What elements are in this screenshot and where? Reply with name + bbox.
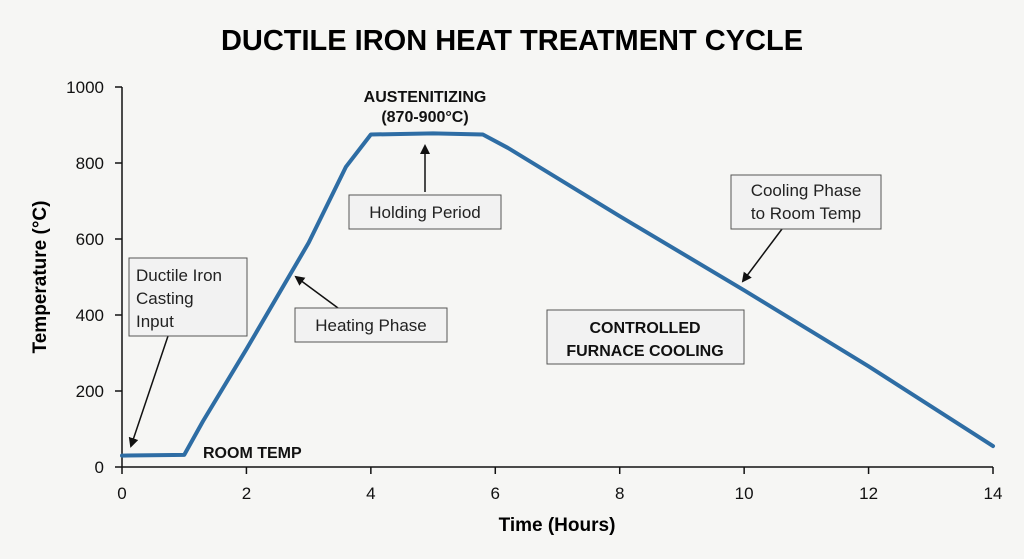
input-arrow xyxy=(128,335,169,448)
x-tick-label: 6 xyxy=(491,484,500,503)
heating-label: Heating Phase xyxy=(315,316,427,335)
x-tick-label: 14 xyxy=(984,484,1003,503)
input-label-line2: Casting xyxy=(136,289,194,308)
x-tick-label: 10 xyxy=(735,484,754,503)
tick-group: 0 2 4 6 8 10 12 14 0 200 400 600 800 1000 xyxy=(66,78,1002,503)
x-tick-label: 2 xyxy=(242,484,251,503)
y-tick-label: 1000 xyxy=(66,78,104,97)
series-line xyxy=(120,131,995,458)
x-tick-label: 8 xyxy=(615,484,624,503)
x-axis-title: Time (Hours) xyxy=(499,515,616,536)
cooling-arrow xyxy=(741,228,783,283)
heating-arrow xyxy=(294,275,339,309)
y-tick-label: 800 xyxy=(76,154,104,173)
austenitizing-range-label: (870-900°C) xyxy=(381,109,468,126)
controlled-cooling-line2: FURNACE COOLING xyxy=(566,343,723,360)
input-label-line1: Ductile Iron xyxy=(136,266,222,285)
room-temp-label: ROOM TEMP xyxy=(203,445,302,462)
holding-label: Holding Period xyxy=(369,203,481,222)
y-tick-label: 400 xyxy=(76,306,104,325)
controlled-cooling-line1: CONTROLLED xyxy=(589,320,700,337)
y-tick-label: 200 xyxy=(76,382,104,401)
x-tick-label: 0 xyxy=(117,484,126,503)
y-tick-label: 0 xyxy=(95,458,104,477)
x-tick-label: 4 xyxy=(366,484,375,503)
y-tick-label: 600 xyxy=(76,230,104,249)
cooling-label-line2: to Room Temp xyxy=(751,204,861,223)
chart-title: DUCTILE IRON HEAT TREATMENT CYCLE xyxy=(221,25,803,57)
austenitizing-label: AUSTENITIZING xyxy=(364,89,487,106)
y-axis-title: Temperature (°C) xyxy=(30,201,51,354)
holding-box xyxy=(348,194,502,230)
controlled-cooling-box xyxy=(546,309,745,365)
input-box xyxy=(128,257,248,337)
cooling-label-line1: Cooling Phase xyxy=(751,181,862,200)
cooling-box xyxy=(730,174,882,230)
heating-box xyxy=(294,307,448,343)
input-label-line3: Input xyxy=(136,312,174,331)
x-tick-label: 12 xyxy=(859,484,878,503)
